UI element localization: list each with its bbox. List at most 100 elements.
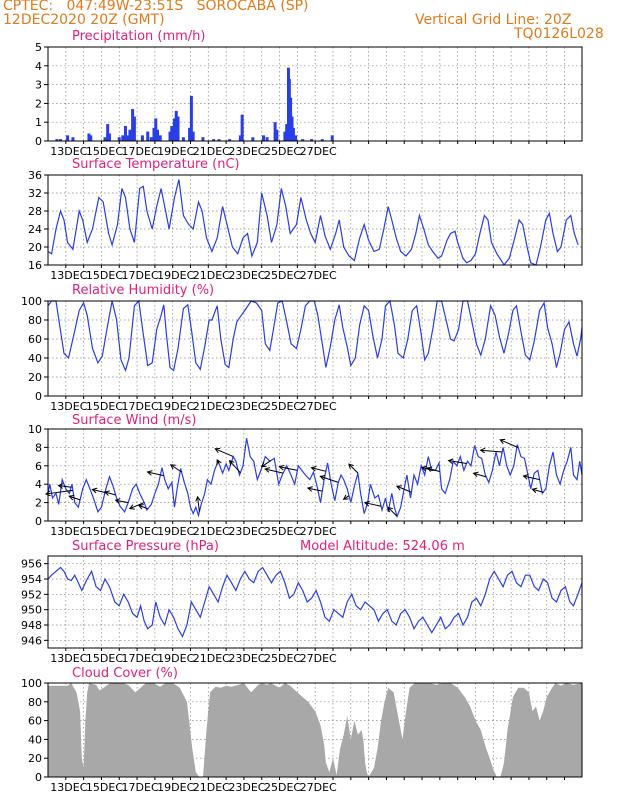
wind-arrowhead [342, 494, 349, 500]
precip-bar [87, 133, 91, 141]
x-tick-label: 23DEC [228, 269, 265, 282]
y-tick-label: 4 [35, 478, 42, 491]
y-tick-label: 60 [28, 333, 42, 346]
wind-arrowhead [363, 500, 370, 507]
wind-arrowhead [260, 461, 267, 468]
precip-bar [103, 137, 107, 141]
x-tick-label: 19DEC [157, 781, 194, 794]
plot-frame [47, 555, 583, 649]
plot-frame [47, 428, 583, 522]
precip-title: Precipitation (mm/h) [72, 29, 205, 44]
precip-bar [228, 139, 232, 141]
wind-arrowhead [103, 490, 110, 496]
wind-arrowhead [216, 459, 222, 466]
plot-frame [47, 174, 583, 266]
x-tick-label: 27DEC [300, 525, 337, 538]
wind-arrowhead [522, 474, 529, 480]
wind-vector [500, 439, 519, 449]
x-tick-label: 13DEC [50, 525, 87, 538]
wind-vector [448, 460, 467, 464]
cloud-title: Cloud Cover (%) [72, 666, 178, 681]
x-tick-label: 21DEC [193, 400, 230, 413]
precip-bar [294, 135, 298, 141]
precip-bar [152, 127, 156, 141]
precip-bar [107, 133, 111, 141]
x-tick-label: 15DEC [86, 269, 123, 282]
precip-bar [301, 139, 305, 141]
x-tick-label: 15DEC [86, 400, 123, 413]
x-tick-label: 21DEC [193, 269, 230, 282]
model-code: TQ0126L028 [514, 26, 604, 42]
x-tick-label: 15DEC [86, 652, 123, 665]
wind-vector [45, 489, 74, 495]
plot-frame [47, 300, 583, 397]
wind-vector [147, 471, 164, 477]
rh-title: Relative Humidity (%) [72, 283, 214, 298]
wind-arrowhead [278, 464, 285, 471]
x-tick-label: 27DEC [300, 400, 337, 413]
precip-bar [238, 135, 242, 141]
y-tick-label: 0 [35, 771, 42, 784]
x-tick-label: 25DEC [264, 269, 301, 282]
precip-bar [283, 131, 287, 141]
pres-panel: 946 948 950 952 954 956 13DEC15DEC17DEC19DEC21… [21, 539, 583, 665]
x-tick-label: 25DEC [264, 400, 301, 413]
y-tick-label: 956 [21, 558, 42, 571]
x-tick-label: 19DEC [157, 269, 194, 282]
wind-arrowhead [319, 474, 326, 481]
y-tick-label: 952 [21, 588, 42, 601]
precip-bar [154, 118, 158, 141]
wind-arrowhead [479, 447, 486, 454]
wind-arrowhead [264, 467, 271, 473]
wind-vector [115, 499, 129, 504]
wind-arrowhead [137, 504, 144, 510]
temp-series-line [47, 179, 579, 267]
y-tick-label: 24 [28, 223, 42, 236]
y-tick-label: 1 [35, 116, 42, 129]
precip-bar [251, 137, 255, 141]
wind-arrowhead [420, 465, 427, 472]
y-tick-label: 20 [28, 752, 42, 765]
y-tick-label: 4 [35, 60, 42, 73]
y-tick-label: 2 [35, 497, 42, 510]
temp-panel: 16 20 24 28 32 36 13DEC15DEC17DEC19DEC21DEC23D… [28, 157, 583, 282]
precip-bar [240, 114, 244, 141]
wind-vector [473, 472, 487, 478]
wind-vector [170, 464, 182, 473]
y-tick-label: 20 [28, 241, 42, 254]
precip-bar [181, 137, 185, 141]
x-tick-label: 23DEC [228, 781, 265, 794]
precip-bar [71, 137, 75, 141]
precip-bar [106, 124, 110, 141]
precip-bar [172, 118, 176, 141]
wind-vector [197, 496, 200, 512]
x-tick-label: 17DEC [122, 400, 159, 413]
precip-bar [265, 137, 269, 141]
x-tick-label: 19DEC [157, 525, 194, 538]
x-tick-label: 17DEC [122, 652, 159, 665]
precip-bar [310, 139, 314, 141]
x-tick-label: 23DEC [228, 400, 265, 413]
y-tick-label: 0 [35, 390, 42, 403]
wind-vector [364, 502, 382, 507]
y-tick-label: 32 [28, 187, 42, 200]
x-tick-label: 15DEC [86, 145, 123, 158]
wind-title: Surface Wind (m/s) [72, 413, 196, 428]
rh-panel: 0 20 40 60 80 100 13DEC15DEC17DEC19DEC21DEC23D… [21, 283, 583, 413]
pres-series-line [47, 566, 583, 638]
precip-bar [291, 127, 295, 141]
precip-bar [212, 139, 216, 141]
y-tick-label: 8 [35, 441, 42, 454]
x-tick-label: 17DEC [122, 781, 159, 794]
wind-arrowhead [310, 465, 317, 472]
x-tick-label: 17DEC [122, 145, 159, 158]
y-tick-label: 40 [28, 733, 42, 746]
precip-bar [217, 139, 221, 141]
x-tick-label: 13DEC [50, 400, 87, 413]
wind-vector [396, 485, 412, 493]
wind-vector [427, 467, 440, 473]
x-tick-label: 19DEC [157, 400, 194, 413]
wind-arrowhead [228, 459, 235, 466]
precip-bar [275, 129, 279, 141]
grid-line-note: Vertical Grid Line: 20Z [415, 12, 572, 28]
